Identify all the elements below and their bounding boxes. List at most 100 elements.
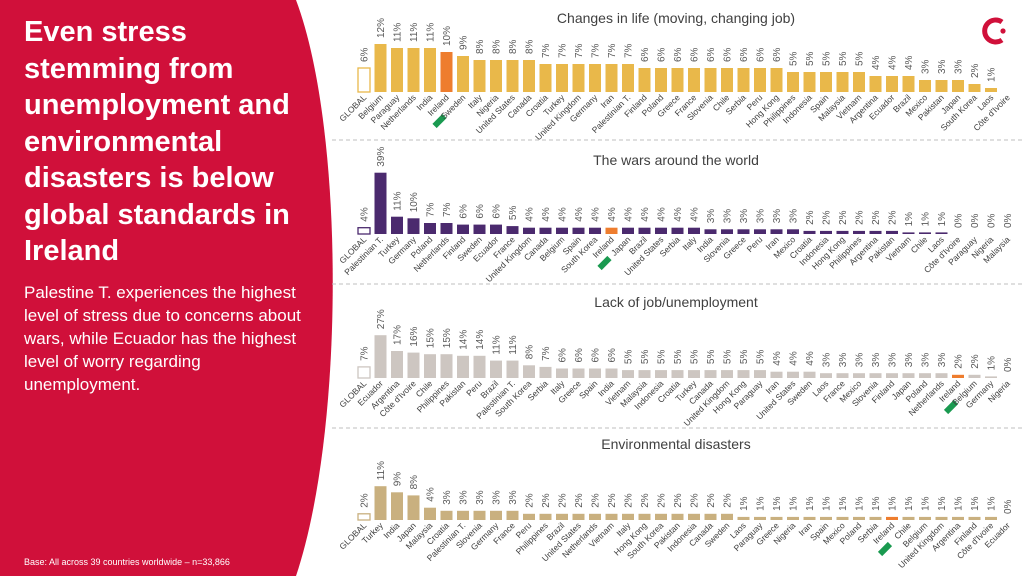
data-label: 5%: [805, 51, 816, 66]
data-label: 8%: [409, 475, 420, 490]
data-label: 6%: [723, 47, 734, 62]
bar-slovenia: [721, 229, 733, 234]
data-label: 3%: [954, 59, 965, 74]
bar-argentina: [869, 230, 882, 234]
data-label: 5%: [822, 51, 833, 66]
data-label: 1%: [789, 496, 800, 511]
headline: Even stress stemming from unemployment a…: [24, 16, 290, 267]
bar-c-te-d-ivoire: [407, 352, 420, 378]
data-label: 3%: [508, 490, 519, 505]
bar-serbia: [869, 516, 882, 520]
bar-pakistan: [457, 355, 469, 378]
data-label: 2%: [706, 493, 717, 508]
data-label: 5%: [673, 350, 684, 365]
ireland-flag-marker: [877, 541, 893, 557]
bar-brazil: [490, 360, 502, 378]
bar-south-korea: [655, 513, 667, 520]
bar-pakistan: [671, 513, 684, 520]
ireland-flag-marker: [432, 113, 447, 129]
bar-chile: [919, 232, 931, 234]
bar-germany: [985, 376, 997, 378]
data-label: 9%: [459, 35, 470, 50]
bar-france: [506, 510, 519, 520]
bar-mexico: [787, 229, 799, 234]
bar-finland: [968, 516, 981, 520]
bar-philippines: [853, 230, 865, 234]
data-label: 3%: [937, 353, 948, 368]
data-label: 7%: [442, 202, 453, 217]
bar-ireland: [440, 52, 453, 92]
data-label: 6%: [739, 47, 750, 62]
data-label: 1%: [937, 496, 948, 511]
data-label: 6%: [607, 348, 618, 363]
data-label: 6%: [690, 47, 701, 62]
data-label: 16%: [409, 326, 420, 346]
data-label: 4%: [789, 351, 800, 366]
bar-vietnam: [853, 72, 865, 92]
data-label: 1%: [970, 496, 981, 511]
data-label: 11%: [508, 335, 519, 354]
bar-iran: [803, 516, 816, 520]
bar-belgium: [968, 374, 981, 378]
bar-spain: [820, 516, 832, 520]
bar-netherlands: [440, 223, 453, 234]
bar-global: [357, 67, 371, 93]
bar-argentina: [869, 76, 882, 92]
data-label: 10%: [409, 192, 420, 212]
data-label: 7%: [607, 43, 618, 58]
data-label: 7%: [426, 202, 437, 217]
bar-serbia: [671, 227, 684, 234]
data-label: 1%: [954, 496, 965, 511]
bar-serbia: [737, 68, 750, 92]
data-label: 3%: [772, 209, 783, 224]
bar-global: [357, 513, 371, 521]
chart-title: Changes in life (moving, changing job): [557, 10, 795, 26]
data-label: 5%: [739, 350, 750, 365]
category-label: Chile: [909, 234, 930, 255]
bar-ireland: [605, 227, 618, 234]
data-label: 0%: [970, 213, 981, 228]
data-label: 2%: [871, 210, 882, 225]
bar-ecuador: [886, 76, 898, 92]
bar-turkey: [374, 486, 387, 520]
bar-germany: [407, 218, 420, 234]
data-label: 2%: [360, 493, 371, 508]
bar-ecuador: [374, 335, 387, 378]
data-label: 1%: [739, 496, 750, 511]
data-label: 4%: [657, 207, 668, 222]
data-label: 4%: [904, 55, 915, 70]
bar-indonesia: [655, 370, 667, 378]
bar-belgium: [919, 516, 931, 520]
data-label: 1%: [855, 496, 866, 511]
data-label: 6%: [475, 204, 486, 219]
bar-slovenia: [473, 510, 486, 520]
bar-turkey: [556, 64, 568, 92]
bar-global: [357, 227, 371, 235]
data-label: 3%: [756, 209, 767, 224]
bar-malaysia: [424, 507, 436, 520]
data-label: 15%: [442, 328, 453, 348]
bar-hong-kong: [836, 230, 849, 234]
data-label: 2%: [558, 493, 569, 508]
bar-peru: [754, 229, 766, 234]
bar-mexico: [853, 373, 865, 378]
bar-vietnam: [622, 370, 634, 378]
data-label: 12%: [376, 18, 387, 38]
bar-croatia: [539, 64, 552, 92]
data-label: 1%: [772, 496, 783, 511]
bar-argentina: [391, 351, 403, 378]
data-label: 6%: [657, 47, 668, 62]
data-label: 1%: [904, 496, 915, 511]
bar-laos: [820, 373, 832, 378]
bar-italy: [556, 368, 568, 378]
data-label: 2%: [657, 493, 668, 508]
bar-philippines: [787, 72, 799, 92]
bar-italy: [688, 227, 700, 234]
data-label: 3%: [739, 209, 750, 224]
data-label: 6%: [360, 47, 371, 62]
data-label: 7%: [574, 43, 585, 58]
bar-india: [391, 492, 403, 520]
data-label: 11%: [376, 461, 387, 480]
bar-indonesia: [803, 72, 816, 92]
data-label: 1%: [838, 496, 849, 511]
